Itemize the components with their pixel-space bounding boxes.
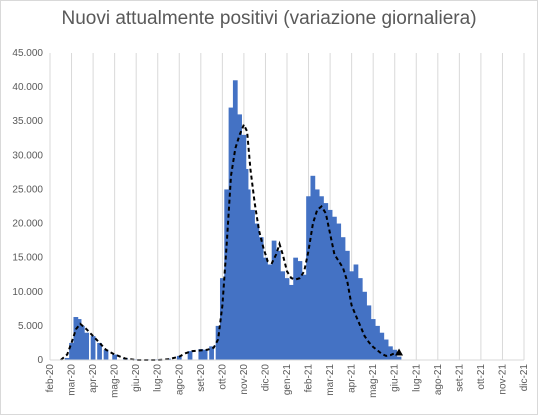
bar xyxy=(323,203,329,360)
x-tick-label: ott-20 xyxy=(217,364,228,390)
bar xyxy=(370,319,376,360)
x-tick-label: set-21 xyxy=(454,364,465,392)
x-tick-label: nov-20 xyxy=(239,364,250,395)
x-tick-label: dic-20 xyxy=(260,364,271,392)
x-tick-label: nov-21 xyxy=(497,364,508,395)
y-tick-label: 25.000 xyxy=(12,184,43,195)
x-tick-label: dic-21 xyxy=(519,364,530,392)
bar xyxy=(97,342,102,360)
bar xyxy=(366,305,372,360)
bar xyxy=(267,264,273,360)
bar xyxy=(336,223,342,360)
bar xyxy=(73,317,79,360)
bar xyxy=(228,107,234,360)
bar xyxy=(288,284,294,360)
x-tick-label: mag-20 xyxy=(110,364,121,398)
axes: feb-20 mar-20 apr-20 mag-20 giu-20 lug-20 ago-… xyxy=(12,48,530,398)
x-tick-label: apr-20 xyxy=(88,364,99,393)
bar xyxy=(209,346,214,360)
bar xyxy=(258,237,264,360)
x-tick-label: mag-21 xyxy=(368,364,379,398)
y-tick-label: 40.000 xyxy=(12,82,43,93)
bars-series xyxy=(64,80,402,361)
bar xyxy=(357,278,363,360)
x-tick-label: apr-21 xyxy=(347,364,358,393)
y-tick-label: 35.000 xyxy=(12,116,43,127)
bar xyxy=(76,319,82,360)
bar xyxy=(250,209,255,360)
y-tick-label: 5.000 xyxy=(18,321,43,332)
bar xyxy=(314,189,320,360)
bar xyxy=(219,278,225,360)
bar xyxy=(245,189,251,360)
bar xyxy=(349,271,355,360)
bar xyxy=(187,351,193,360)
line-end-marker xyxy=(395,348,404,356)
x-tick-label: ott-21 xyxy=(476,364,487,390)
bar xyxy=(237,114,242,361)
bar xyxy=(176,355,182,360)
y-tick-label: 45.000 xyxy=(12,48,43,59)
x-tick-label: feb-20 xyxy=(45,364,56,393)
bar xyxy=(319,196,324,360)
bar xyxy=(202,349,208,360)
bar xyxy=(276,250,281,360)
bar xyxy=(271,240,277,360)
bar xyxy=(344,250,350,360)
x-tick-label: feb-21 xyxy=(304,364,315,393)
x-tick-label: mar-20 xyxy=(67,364,78,396)
bar xyxy=(84,332,89,360)
y-tick-label: 20.000 xyxy=(12,219,43,230)
bar xyxy=(332,216,337,360)
bar xyxy=(379,332,385,360)
bar xyxy=(90,336,96,360)
x-tick-label: ago-21 xyxy=(433,364,444,396)
x-tick-label: giu-20 xyxy=(131,364,142,392)
bar xyxy=(69,342,74,360)
bar xyxy=(353,264,359,360)
y-tick-label: 30.000 xyxy=(12,150,43,161)
bar xyxy=(306,196,311,360)
bar xyxy=(79,325,85,360)
bar xyxy=(293,257,298,360)
y-tick-label: 10.000 xyxy=(12,287,43,298)
bar xyxy=(215,325,221,360)
bar xyxy=(327,209,333,360)
x-tick-label: ago-20 xyxy=(174,364,185,396)
y-tick-label: 0 xyxy=(37,355,43,366)
bar xyxy=(254,223,260,360)
x-tick-label: giu-21 xyxy=(390,364,401,392)
chart-title: Nuovi attualmente positivi (variazione g… xyxy=(61,8,477,29)
bar xyxy=(263,257,268,360)
bar xyxy=(280,271,286,360)
gridlines xyxy=(49,53,525,360)
bar xyxy=(310,175,316,360)
bar xyxy=(388,346,393,360)
bar xyxy=(224,189,230,360)
bar xyxy=(103,349,109,360)
x-tick-label: gen-21 xyxy=(282,364,293,396)
bar xyxy=(375,325,380,360)
bar xyxy=(198,349,204,360)
bar xyxy=(64,357,70,360)
x-tick-label: lug-20 xyxy=(153,364,164,392)
x-tick-label: lug-21 xyxy=(411,364,422,392)
bar xyxy=(112,354,118,360)
bar xyxy=(362,291,367,360)
x-tick-label: set-20 xyxy=(196,364,207,392)
bar xyxy=(392,349,398,360)
bar xyxy=(297,261,303,360)
bar xyxy=(284,278,290,360)
bar xyxy=(301,274,307,360)
bar xyxy=(340,237,346,360)
y-tick-label: 15.000 xyxy=(12,253,43,264)
x-tick-label: mar-21 xyxy=(325,364,336,396)
bar xyxy=(396,356,402,360)
bar xyxy=(232,80,238,361)
bar xyxy=(383,339,389,360)
